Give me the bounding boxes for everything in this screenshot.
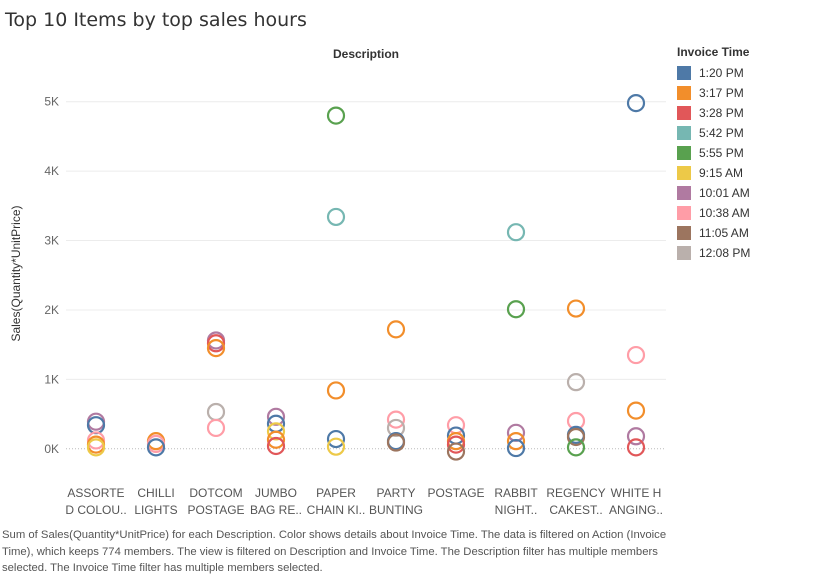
- category-label: ANGING..: [609, 503, 663, 517]
- data-point: [446, 442, 466, 461]
- scatter-chart: Description 0K 1K 2K 3K 4K 5K Sales(Quantity*Un…: [9, 47, 666, 517]
- column-header: Description: [333, 47, 399, 61]
- y-tick-label: 2K: [44, 303, 59, 317]
- legend-label: 9:15 AM: [699, 166, 744, 180]
- y-axis-title: Sales(Quantity*UnitPrice): [9, 205, 23, 341]
- data-point: [626, 93, 646, 113]
- legend-item[interactable]: 5:55 PM: [677, 143, 807, 163]
- legend: Invoice Time 1:20 PM 3:17 PM 3:28 PM 5:42 P…: [677, 45, 807, 263]
- data-point: [566, 438, 586, 457]
- category-label: CHILLI: [137, 486, 174, 500]
- legend-item[interactable]: 5:42 PM: [677, 123, 807, 143]
- y-tick-label: 3K: [44, 234, 59, 248]
- category-label: BUNTING: [369, 503, 423, 517]
- category-label: POSTAGE: [427, 486, 484, 500]
- data-point: [146, 438, 166, 457]
- data-point: [386, 433, 406, 452]
- data-point: [626, 438, 646, 457]
- data-point: [326, 437, 346, 456]
- category-label: CAKEST..: [549, 503, 602, 517]
- data-point: [506, 432, 526, 451]
- category-label: D COLOU..: [65, 503, 126, 517]
- data-point: [266, 407, 286, 426]
- data-point: [626, 427, 646, 446]
- y-tick-label: 1K: [44, 372, 59, 386]
- data-point: [326, 429, 346, 449]
- data-point: [266, 422, 286, 441]
- legend-swatch: [677, 246, 691, 260]
- data-point: [386, 418, 406, 438]
- legend-label: 5:55 PM: [699, 146, 744, 160]
- data-point: [326, 381, 346, 400]
- data-point: [386, 320, 406, 339]
- category-label: CHAIN KI..: [307, 503, 366, 517]
- data-point: [506, 300, 526, 319]
- data-point: [206, 418, 226, 438]
- chart-title: Top 10 Items by top sales hours: [5, 9, 307, 31]
- legend-label: 11:05 AM: [699, 226, 749, 240]
- legend-label: 12:08 PM: [699, 246, 751, 260]
- data-point: [206, 334, 226, 353]
- data-point: [326, 106, 346, 125]
- data-point: [566, 427, 586, 447]
- legend-item[interactable]: 3:28 PM: [677, 103, 807, 123]
- data-point: [386, 410, 406, 429]
- category-label: RABBIT: [494, 486, 538, 500]
- legend-item[interactable]: 10:38 AM: [677, 203, 807, 223]
- legend-label: 3:28 PM: [699, 106, 744, 120]
- legend-label: 10:01 AM: [699, 186, 750, 200]
- category-label: NIGHT..: [495, 503, 538, 517]
- legend-swatch: [677, 106, 691, 120]
- data-point: [626, 401, 646, 420]
- legend-swatch: [677, 86, 691, 100]
- legend-swatch: [677, 166, 691, 180]
- data-point: [86, 438, 106, 457]
- data-point: [206, 402, 226, 422]
- legend-swatch: [677, 66, 691, 80]
- legend-item[interactable]: 10:01 AM: [677, 183, 807, 203]
- category-label: POSTAGE: [187, 503, 244, 517]
- legend-swatch: [677, 226, 691, 240]
- category-label: LIGHTS: [134, 503, 177, 517]
- legend-label: 1:20 PM: [699, 66, 744, 80]
- category-label: BAG RE..: [250, 503, 302, 517]
- category-label: ASSORTE: [67, 486, 124, 500]
- legend-swatch: [677, 186, 691, 200]
- y-tick-label: 5K: [44, 95, 59, 109]
- category-label: PAPER: [316, 486, 356, 500]
- y-tick-label: 0K: [44, 442, 59, 456]
- legend-item[interactable]: 3:17 PM: [677, 83, 807, 103]
- legend-swatch: [677, 206, 691, 220]
- legend-item[interactable]: 1:20 PM: [677, 63, 807, 83]
- category-label: PARTY: [377, 486, 416, 500]
- legend-swatch: [677, 126, 691, 140]
- category-label: JUMBO: [255, 486, 297, 500]
- category-label: DOTCOM: [189, 486, 242, 500]
- category-label: WHITE H: [611, 486, 662, 500]
- legend-item[interactable]: 12:08 PM: [677, 243, 807, 263]
- legend-swatch: [677, 146, 691, 160]
- data-point: [266, 430, 286, 449]
- legend-label: 10:38 AM: [699, 206, 750, 220]
- data-point: [506, 438, 526, 458]
- data-point: [626, 345, 646, 365]
- data-point: [566, 373, 586, 392]
- legend-item[interactable]: 9:15 AM: [677, 163, 807, 183]
- data-point: [506, 223, 526, 242]
- legend-label: 3:17 PM: [699, 86, 744, 100]
- legend-title: Invoice Time: [677, 45, 750, 59]
- y-tick-label: 4K: [44, 164, 59, 178]
- data-point: [266, 436, 286, 456]
- legend-item[interactable]: 11:05 AM: [677, 223, 807, 243]
- legend-label: 5:42 PM: [699, 126, 744, 140]
- data-point: [326, 207, 346, 227]
- category-label: REGENCY: [546, 486, 605, 500]
- data-point: [446, 435, 466, 454]
- chart-caption: Sum of Sales(Quantity*UnitPrice) for eac…: [2, 529, 667, 574]
- data-point: [206, 339, 226, 358]
- data-point: [566, 299, 586, 318]
